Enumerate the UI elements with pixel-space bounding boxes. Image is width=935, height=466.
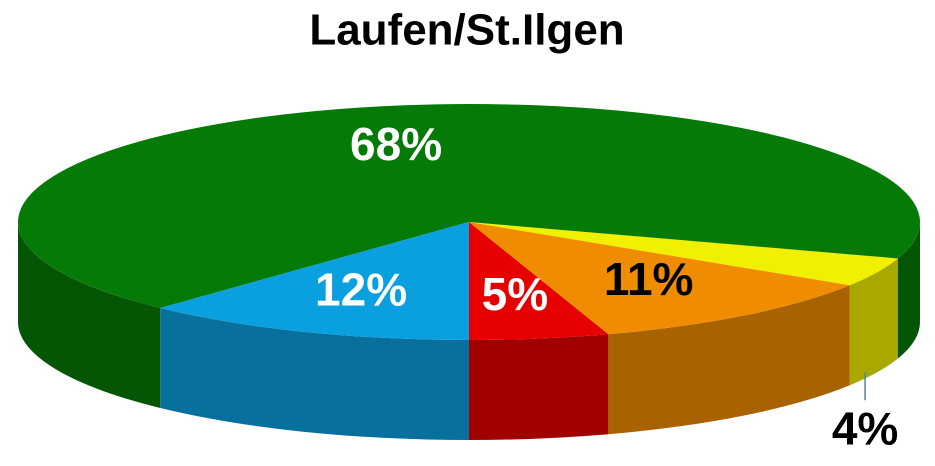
pie-side <box>608 285 850 435</box>
pie-side <box>18 222 161 409</box>
data-label: 4% <box>832 402 898 454</box>
data-label: 11% <box>604 253 694 305</box>
data-label: 68% <box>350 118 442 170</box>
data-label: 12% <box>315 263 407 315</box>
data-label: 5% <box>482 268 548 320</box>
pie-slice <box>160 222 469 340</box>
pie-slice <box>17 103 921 309</box>
pie-side <box>160 308 469 440</box>
pie-side <box>469 334 609 440</box>
pie-slice <box>469 222 898 286</box>
pie-side <box>849 258 898 386</box>
pie-slice <box>469 222 850 335</box>
pie-slice <box>469 222 609 340</box>
chart-title: Laufen/St.Ilgen <box>309 6 624 55</box>
pie-side <box>897 222 920 359</box>
